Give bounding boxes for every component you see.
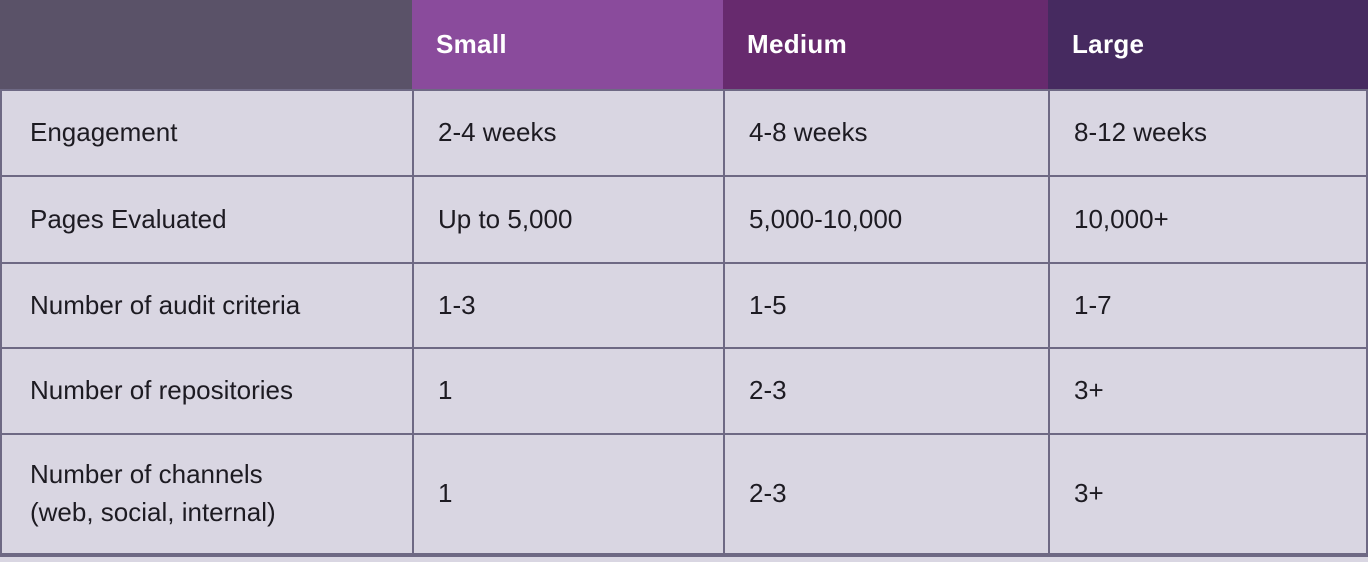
cell-pages-medium: 5,000-10,000 — [723, 175, 1048, 262]
row-label-audit-criteria: Number of audit criteria — [0, 262, 412, 347]
cell-criteria-large: 1-7 — [1048, 262, 1368, 347]
header-cell-medium: Medium — [723, 0, 1048, 89]
row-label-channels-line1: Number of channels — [30, 459, 263, 490]
cell-criteria-medium: 1-5 — [723, 262, 1048, 347]
cell-engagement-small: 2-4 weeks — [412, 89, 723, 175]
cell-repositories-small: 1 — [412, 347, 723, 433]
row-label-channels: Number of channels (web, social, interna… — [0, 433, 412, 553]
cell-channels-small: 1 — [412, 433, 723, 553]
cell-engagement-large: 8-12 weeks — [1048, 89, 1368, 175]
row-label-channels-line2: (web, social, internal) — [30, 497, 276, 527]
row-label-engagement: Engagement — [0, 89, 412, 175]
header-cell-blank — [0, 0, 412, 89]
header-cell-large: Large — [1048, 0, 1368, 89]
cell-engagement-medium: 4-8 weeks — [723, 89, 1048, 175]
cell-channels-large: 3+ — [1048, 433, 1368, 553]
row-label-pages-evaluated: Pages Evaluated — [0, 175, 412, 262]
cell-pages-small: Up to 5,000 — [412, 175, 723, 262]
cell-repositories-large: 3+ — [1048, 347, 1368, 433]
row-label-repositories: Number of repositories — [0, 347, 412, 433]
cell-pages-large: 10,000+ — [1048, 175, 1368, 262]
header-cell-small: Small — [412, 0, 723, 89]
cell-repositories-medium: 2-3 — [723, 347, 1048, 433]
cell-criteria-small: 1-3 — [412, 262, 723, 347]
cell-channels-medium: 2-3 — [723, 433, 1048, 553]
